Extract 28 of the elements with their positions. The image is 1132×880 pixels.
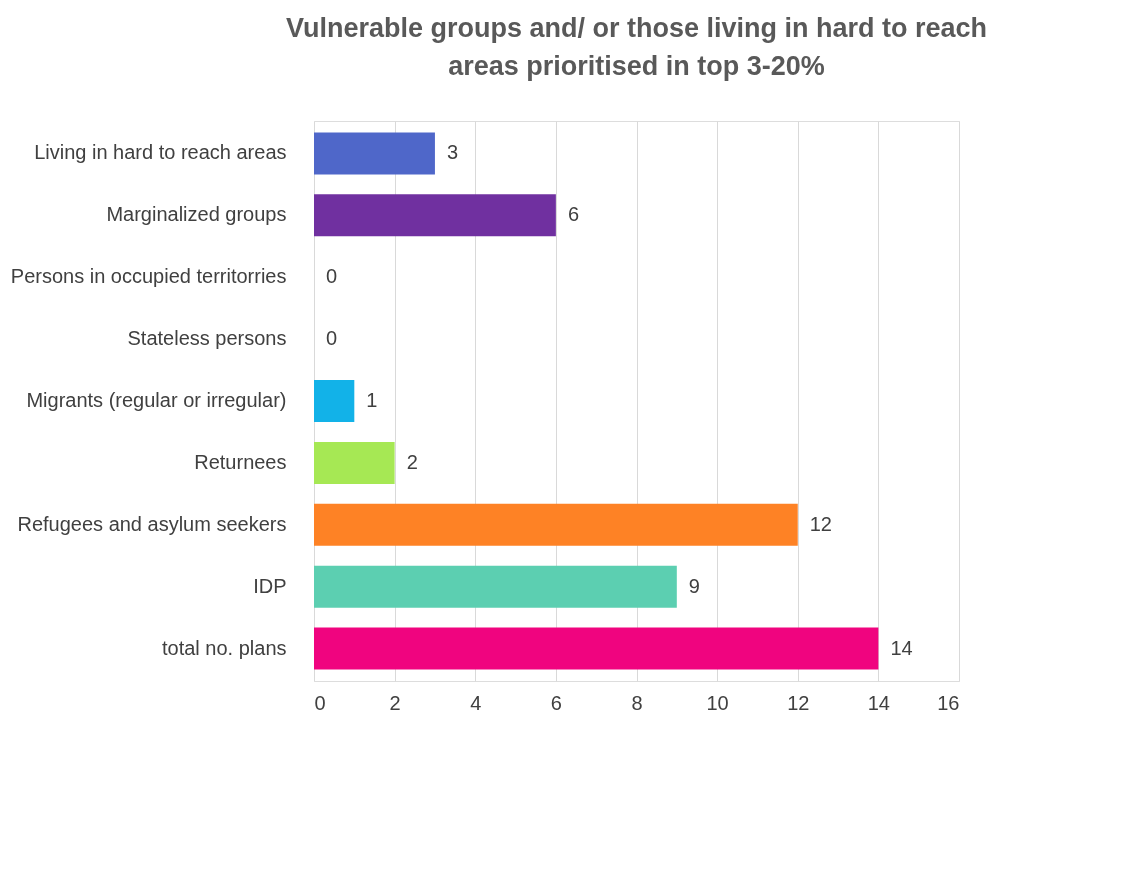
x-tick-label: 6 xyxy=(550,691,562,714)
x-tick-label: 10 xyxy=(706,691,729,714)
y-tick-label: total no. plans xyxy=(161,636,287,659)
y-tick-label: Stateless persons xyxy=(127,327,287,350)
x-tick-label: 8 xyxy=(631,691,643,714)
data-label: 1 xyxy=(366,389,378,411)
data-label: 0 xyxy=(326,327,338,350)
y-tick-label: Migrants (regular or irregular) xyxy=(26,389,287,411)
data-label: 14 xyxy=(890,636,913,659)
y-tick-label: Persons in occupied territorries xyxy=(10,265,287,288)
data-label: 6 xyxy=(567,203,579,226)
x-tick-label: 12 xyxy=(787,691,810,714)
x-tick-label: 4 xyxy=(470,691,482,714)
y-tick-label: Refugees and asylum seekers xyxy=(17,512,287,535)
y-tick-label: Returnees xyxy=(194,450,287,473)
x-tick-label: 16 xyxy=(937,691,960,714)
data-label: 12 xyxy=(809,512,832,535)
y-tick-label: IDP xyxy=(253,574,287,597)
data-label: 3 xyxy=(446,141,459,164)
x-tick-label: 14 xyxy=(867,691,890,714)
x-tick-label: 0 xyxy=(314,691,326,714)
y-tick-label: Marginalized groups xyxy=(106,203,287,226)
chart-title: Vulnerable groups and/ or those living in hard to reach areas prioritised in top 3-20% xyxy=(285,13,988,81)
x-tick-label: 2 xyxy=(389,691,401,714)
y-tick-label: Living in hard to reach areas xyxy=(34,141,287,164)
data-label: 2 xyxy=(406,450,418,473)
data-label: 9 xyxy=(688,574,700,597)
data-label: 0 xyxy=(326,265,338,288)
